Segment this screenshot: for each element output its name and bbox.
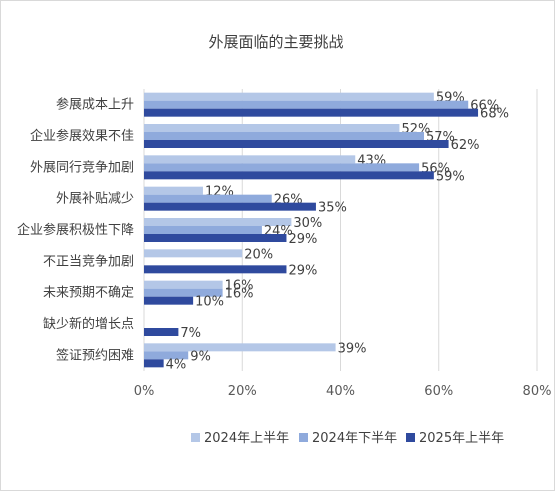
bar [144,163,420,172]
data-label: 39% [338,341,367,356]
bar [144,343,336,352]
data-label: 7% [180,326,201,341]
data-label: 35% [318,201,347,216]
data-label: 9% [190,349,211,364]
bar [144,280,223,289]
category-label: 企业参展积极性下降 [17,222,134,238]
bar [144,92,434,101]
x-tick-labels: 0% 20% 40% 60% 80% [134,384,552,399]
legend-label: 2024年下半年 [312,431,397,446]
data-label: 68% [480,107,509,122]
bar [144,351,189,360]
bar [144,234,287,242]
bar [144,124,400,132]
category-label: 缺少新的增长点 [43,316,134,332]
bar [144,265,287,274]
bar [144,140,449,148]
data-label: 4% [166,357,187,372]
data-label: 59% [436,169,465,184]
category-label: 参展成本上升 [56,97,134,113]
bar [144,226,262,234]
legend-swatch [406,433,415,442]
data-label: 20% [244,247,273,262]
bar [144,202,316,211]
legend: 2024年上半年 2024年下半年 2025年上半年 [191,431,504,446]
x-tick-label: 60% [424,384,453,399]
category-label: 外展补贴减少 [56,192,134,207]
bar [144,194,272,203]
bar [144,218,292,226]
category-label: 签证预约困难 [56,347,134,363]
legend-label: 2025年上半年 [419,431,504,446]
legend-swatch [299,433,308,442]
data-label: 29% [288,232,317,247]
data-label: 30% [293,216,322,231]
x-tick-label: 20% [228,384,257,399]
data-label: 10% [195,295,224,310]
data-label: 16% [225,279,254,294]
bars-group: 59%66%68%52%57%62%43%56%59%12%26%35%30%2… [144,91,509,372]
bar [144,108,479,117]
bar [144,100,469,109]
category-label: 外展同行竞争加剧 [30,159,134,175]
bar [144,296,194,305]
legend-label: 2024年上半年 [204,431,289,446]
legend-swatch [191,433,200,442]
bar [144,249,243,258]
data-label: 62% [451,138,480,153]
bar [144,288,223,297]
bar [144,171,434,180]
bar [144,155,356,164]
category-label: 企业参展效果不佳 [30,128,134,144]
bar [144,359,164,368]
category-label: 未来预期不确定 [43,286,134,301]
data-label: 29% [288,263,317,278]
bar [144,132,425,140]
category-labels: 参展成本上升企业参展效果不佳外展同行竞争加剧外展补贴减少企业参展积极性下降不正当… [17,97,134,364]
x-tick-label: 40% [326,384,355,399]
bar [144,328,179,336]
data-label: 16% [225,287,254,302]
x-tick-label: 80% [523,384,552,399]
bar [144,186,203,195]
x-tick-label: 0% [134,384,155,399]
category-label: 不正当竞争加剧 [43,253,134,269]
chart-title: 外展面临的主要挑战 [208,33,343,51]
